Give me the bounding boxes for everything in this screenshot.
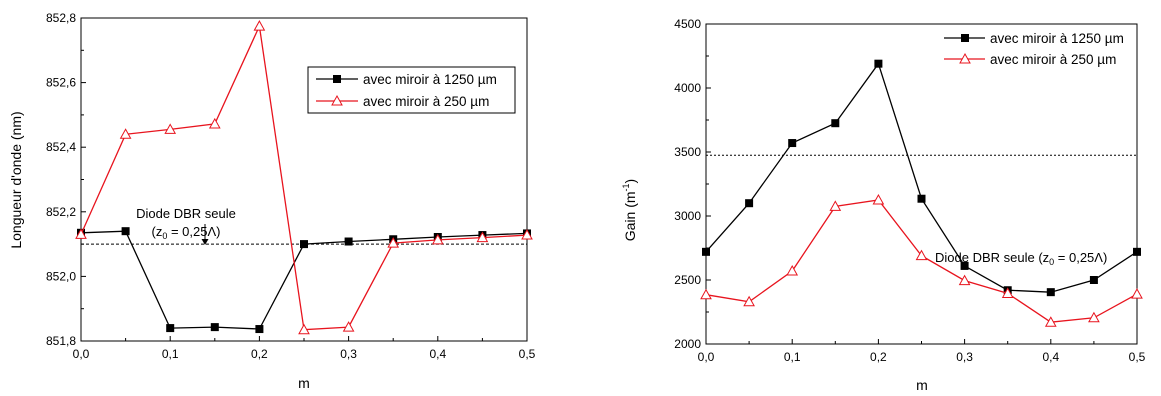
data-point-square [831, 119, 840, 128]
y-tick-label: 4500 [674, 17, 701, 31]
data-point-triangle [1001, 287, 1014, 298]
x-tick-label: 0,2 [870, 350, 887, 364]
y-tick-label: 852,2 [46, 205, 76, 219]
legend-entry-1250: avec miroir à 1250 µm [316, 72, 497, 87]
legend-label: avec miroir à 1250 µm [990, 31, 1124, 46]
filled-square-marker-icon [961, 34, 969, 42]
filled-square-marker-icon [333, 75, 341, 83]
data-point-triangle [743, 295, 755, 307]
y-tick-label: 852,6 [46, 76, 76, 90]
y-tick-label: 852,0 [46, 269, 76, 283]
data-point-square [874, 59, 883, 68]
plot-frame [705, 23, 1138, 345]
y-tick-label: 3000 [674, 209, 701, 223]
data-point-triangle [119, 128, 132, 139]
data-point-triangle [75, 228, 87, 239]
data-point-square [121, 227, 130, 236]
data-point-triangle [872, 193, 885, 205]
legend-entry-1250: avec miroir à 1250 µm [944, 31, 1124, 46]
data-point-square [1089, 276, 1098, 284]
data-point-triangle [298, 323, 310, 335]
open-triangle-marker-icon [959, 52, 971, 64]
data-point-triangle [164, 123, 177, 134]
data-point-square [344, 237, 353, 246]
x-tick-label: 0,1 [784, 350, 801, 364]
y-tick-label: 851,8 [46, 334, 76, 348]
y-tick-label: 4000 [674, 81, 701, 95]
x-tick-label: 0,5 [1129, 350, 1146, 364]
y-tick-label: 2000 [674, 337, 701, 351]
reference-label-line1: Diode DBR seule [136, 206, 236, 221]
y-axis-label: Gain (m-1) [621, 179, 638, 241]
data-point-triangle [786, 265, 799, 276]
x-axis-label: m [916, 377, 928, 393]
x-tick-label: 0,1 [162, 347, 179, 361]
data-point-triangle [829, 200, 842, 211]
data-point-square [702, 247, 710, 256]
data-point-triangle [253, 20, 266, 31]
reference-label: Diode DBR seule (z0 = 0,25Λ) [935, 250, 1107, 267]
data-point-square [960, 261, 969, 270]
reference-label-line2: (z0 = 0,25Λ) [152, 224, 221, 241]
data-point-square [917, 194, 926, 203]
x-tick-label: 0,4 [1042, 350, 1059, 364]
reference-arrow-head [201, 239, 209, 245]
data-point-triangle [700, 288, 712, 300]
chart-wavelength: 0,0 0,1 0,2 0,3 0,4 0,5 851,8 852,0 852,2 852,4 85… [8, 11, 536, 391]
data-point-square [788, 139, 797, 148]
x-tick-label: 0,3 [340, 347, 357, 361]
x-tick-label: 0,0 [698, 350, 715, 364]
legend-label: avec miroir à 250 µm [990, 52, 1116, 67]
data-point-triangle [1131, 288, 1143, 299]
legend-entry-250: avec miroir à 250 µm [944, 52, 1116, 67]
legend-label: avec miroir à 250 µm [363, 94, 489, 109]
data-point-triangle [1044, 316, 1057, 327]
data-point-triangle [208, 117, 221, 129]
data-point-square [166, 324, 175, 333]
data-point-triangle [476, 231, 489, 243]
y-axis-label: Longueur d'onde (nm) [8, 111, 24, 248]
data-point-triangle [1088, 311, 1100, 323]
y-tick-label: 852,4 [46, 140, 76, 154]
data-point-square [210, 323, 219, 332]
chart-gain: 0,0 0,1 0,2 0,3 0,4 0,5 2000 2500 3000 3500 4000 45… [621, 17, 1146, 393]
legend-label: avec miroir à 1250 µm [363, 72, 497, 87]
legend-entry-250: avec miroir à 250 µm [316, 94, 489, 109]
plot-frame [80, 17, 528, 342]
data-point-triangle [958, 274, 971, 286]
data-point-triangle [521, 229, 533, 240]
x-tick-label: 0,2 [251, 347, 268, 361]
data-point-triangle [915, 249, 928, 261]
legend-box [939, 26, 1135, 71]
y-tick-label: 2500 [674, 273, 701, 287]
x-tick-label: 0,5 [519, 347, 536, 361]
x-tick-label: 0,3 [956, 350, 973, 364]
data-point-triangle [387, 237, 400, 248]
data-point-square [300, 240, 308, 249]
data-point-square [1046, 288, 1055, 297]
x-axis-label: m [298, 375, 310, 391]
data-point-square [1133, 247, 1141, 256]
data-point-triangle [342, 321, 355, 332]
x-tick-label: 0,0 [73, 347, 90, 361]
x-tick-label: 0,4 [429, 347, 446, 361]
open-triangle-marker-icon [331, 94, 343, 106]
y-tick-label: 3500 [674, 145, 701, 159]
data-point-square [255, 325, 264, 334]
y-tick-label: 852,8 [46, 11, 76, 25]
data-point-triangle [431, 233, 444, 245]
data-point-square [745, 199, 754, 208]
